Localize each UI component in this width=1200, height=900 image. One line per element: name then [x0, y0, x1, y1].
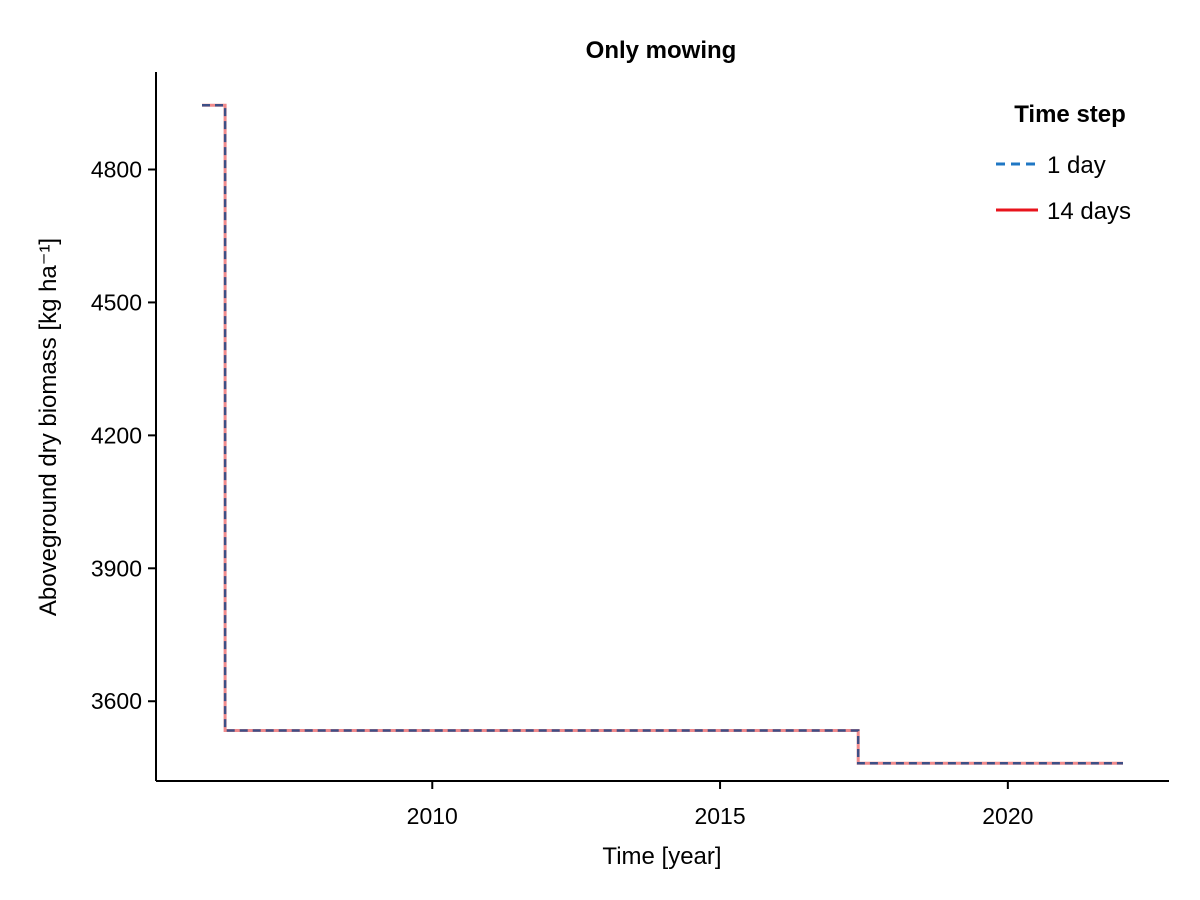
- plot-area: [202, 103, 1123, 765]
- y-tick-label: 3900: [91, 555, 142, 581]
- legend-label-1-day: 1 day: [1047, 152, 1106, 179]
- y-tick-label: 4200: [91, 422, 142, 448]
- y-tick-label: 3600: [91, 688, 142, 714]
- x-tick-label: 2020: [982, 803, 1033, 829]
- legend-label-14-days: 14 days: [1047, 198, 1131, 225]
- legend-title: Time step: [1014, 101, 1126, 128]
- series-line-1-day: [202, 103, 1123, 765]
- x-axis-label: Time [year]: [602, 843, 721, 870]
- y-tick-label: 4500: [91, 289, 142, 315]
- x-ticks: 2010 2015 2020: [407, 781, 1033, 829]
- y-axis-label: Aboveground dry biomass [kg ha⁻¹]: [35, 238, 62, 616]
- y-ticks: 3600 3900 4200 4500 4800: [91, 156, 156, 714]
- series-line-14-days: [202, 103, 1123, 765]
- y-tick-label: 4800: [91, 156, 142, 182]
- x-tick-label: 2010: [407, 803, 458, 829]
- x-tick-label: 2015: [694, 803, 745, 829]
- chart-title: Only mowing: [586, 37, 737, 64]
- legend: Time step 1 day 14 days: [996, 101, 1131, 225]
